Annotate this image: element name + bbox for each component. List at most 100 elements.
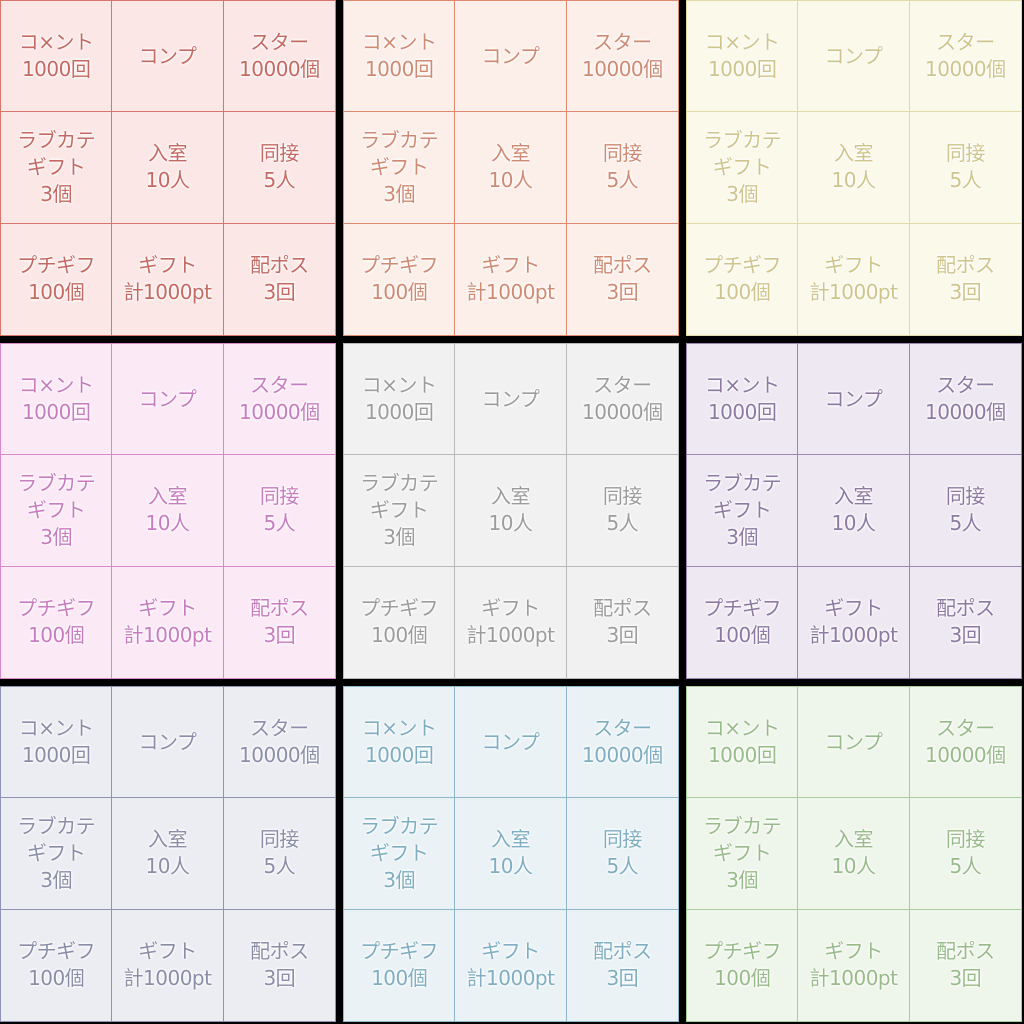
cell-text: 同接 xyxy=(602,484,643,509)
cell-text: 10000個 xyxy=(925,57,1006,82)
cell-text: 3個 xyxy=(726,181,759,206)
bingo-cell: 同接 5人 xyxy=(909,112,1021,224)
cell-text: 100個 xyxy=(371,623,428,648)
bingo-cell: コンプ xyxy=(112,1,224,113)
cell-text: ラブカテ xyxy=(17,470,96,495)
cell-text: 入室 xyxy=(147,141,188,166)
cell-text: ラブカテ xyxy=(703,813,782,838)
cell-text: 1000回 xyxy=(707,743,777,768)
cell-text: 配ポス xyxy=(250,253,309,278)
cell-text: コンプ xyxy=(481,43,540,68)
cell-text: ラブカテ xyxy=(360,127,439,152)
cell-text: 10000個 xyxy=(582,400,663,425)
cell-text: ギフト xyxy=(26,840,86,865)
bingo-cell: スター 10000個 xyxy=(566,687,678,799)
bingo-cell: プチギフ 100個 xyxy=(1,223,113,335)
cell-text: コ×ント xyxy=(18,373,94,398)
bingo-cell: 入室 10人 xyxy=(112,455,224,567)
cell-text: 100個 xyxy=(28,280,85,305)
bingo-board-pink: コ×ント 1000回 コンプ スター 10000個 ラブカテ ギフト 3個 入室 10人 同接 5人プ… xyxy=(0,343,336,679)
cell-text: 5人 xyxy=(949,511,982,536)
bingo-cell: 同接 5人 xyxy=(909,455,1021,567)
bingo-cell: ラブカテ ギフト 3個 xyxy=(687,455,799,567)
bingo-cell: 入室 10人 xyxy=(798,798,910,910)
bingo-cell: 同接 5人 xyxy=(223,112,335,224)
cell-text: 3回 xyxy=(949,280,982,305)
cell-text: 10000個 xyxy=(582,743,663,768)
bingo-board-green: コ×ント 1000回 コンプ スター 10000個 ラブカテ ギフト 3個 入室 10人 同接 5人プ… xyxy=(686,686,1022,1022)
cell-text: ギフト xyxy=(369,154,429,179)
cell-text: 計1000pt xyxy=(466,623,555,648)
bingo-board-navy: コ×ント 1000回 コンプ スター 10000個 ラブカテ ギフト 3個 入室 10人 同接 5人プ… xyxy=(0,686,336,1022)
cell-text: 入室 xyxy=(833,827,874,852)
cell-text: 同接 xyxy=(259,141,300,166)
cell-text: 3回 xyxy=(606,966,639,991)
bingo-cell: ラブカテ ギフト 3個 xyxy=(1,112,113,224)
bingo-cell: ラブカテ ギフト 3個 xyxy=(687,798,799,910)
bingo-cell: プチギフ 100個 xyxy=(1,909,113,1021)
cell-text: ギフト xyxy=(481,253,540,278)
cell-text: ラブカテ xyxy=(360,470,439,495)
cell-text: スター xyxy=(593,30,652,55)
bingo-cell: ラブカテ ギフト 3個 xyxy=(344,112,456,224)
cell-text: 10000個 xyxy=(925,743,1006,768)
cell-text: 100個 xyxy=(28,623,85,648)
cell-text: コ×ント xyxy=(361,716,437,741)
cell-text: スター xyxy=(250,30,309,55)
bingo-cell: プチギフ 100個 xyxy=(344,566,456,678)
cell-text: プチギフ xyxy=(17,939,96,964)
cell-text: 1000回 xyxy=(707,57,777,82)
cell-text: 3回 xyxy=(263,623,296,648)
cell-text: 計1000pt xyxy=(809,280,898,305)
cell-text: 10000個 xyxy=(239,57,320,82)
cell-text: 計1000pt xyxy=(123,280,212,305)
cell-text: 100個 xyxy=(714,623,771,648)
cell-text: プチギフ xyxy=(703,253,782,278)
cell-text: 計1000pt xyxy=(123,623,212,648)
bingo-cell: ギフト 計1000pt xyxy=(112,566,224,678)
cell-text: 同接 xyxy=(945,827,986,852)
cell-text: スター xyxy=(936,30,995,55)
cell-text: 5人 xyxy=(949,854,982,879)
bingo-cell: 同接 5人 xyxy=(223,455,335,567)
bingo-cell: コ×ント 1000回 xyxy=(1,1,113,113)
cell-text: 10人 xyxy=(488,854,533,879)
bingo-cell: コ×ント 1000回 xyxy=(344,344,456,456)
bingo-cell: 配ポス 3回 xyxy=(224,567,335,678)
cell-text: ギフト xyxy=(138,596,197,621)
cell-text: 3回 xyxy=(263,966,296,991)
cell-text: スター xyxy=(593,373,652,398)
cell-text: 10人 xyxy=(831,168,876,193)
cell-text: 10000個 xyxy=(582,57,663,82)
cell-text: ギフト xyxy=(824,253,883,278)
cell-text: スター xyxy=(593,716,652,741)
cell-text: ギフト xyxy=(138,253,197,278)
cell-text: ギフト xyxy=(481,939,540,964)
bingo-cell: 配ポス 3回 xyxy=(910,567,1021,678)
cell-text: 同接 xyxy=(259,827,300,852)
cell-text: 10人 xyxy=(145,854,190,879)
cell-text: 計1000pt xyxy=(809,623,898,648)
bingo-cell: スター 10000個 xyxy=(566,1,678,113)
cell-text: コンプ xyxy=(138,729,197,754)
bingo-board-red: コ×ント 1000回 コンプ スター 10000個 ラブカテ ギフト 3個 入室 10人 同接 5人プ… xyxy=(0,0,336,336)
cell-text: ギフト xyxy=(369,497,429,522)
cell-text: コンプ xyxy=(824,386,883,411)
bingo-cell: コ×ント 1000回 xyxy=(1,687,113,799)
cell-text: プチギフ xyxy=(17,253,96,278)
cell-text: コ×ント xyxy=(361,373,437,398)
cell-text: 入室 xyxy=(490,141,531,166)
cell-text: コンプ xyxy=(138,43,197,68)
cell-text: 3個 xyxy=(726,867,759,892)
bingo-cell: 入室 10人 xyxy=(455,112,567,224)
cell-text: コンプ xyxy=(824,43,883,68)
cell-text: 10人 xyxy=(145,168,190,193)
bingo-cell: コ×ント 1000回 xyxy=(1,344,113,456)
bingo-cell: 入室 10人 xyxy=(112,112,224,224)
cell-text: 1000回 xyxy=(707,400,777,425)
bingo-board-yellow: コ×ント 1000回 コンプ スター 10000個 ラブカテ ギフト 3個 入室 10人 同接 5人プ… xyxy=(686,0,1022,336)
cell-text: 配ポス xyxy=(593,939,652,964)
cell-text: コンプ xyxy=(481,729,540,754)
bingo-cell: コンプ xyxy=(455,687,567,799)
